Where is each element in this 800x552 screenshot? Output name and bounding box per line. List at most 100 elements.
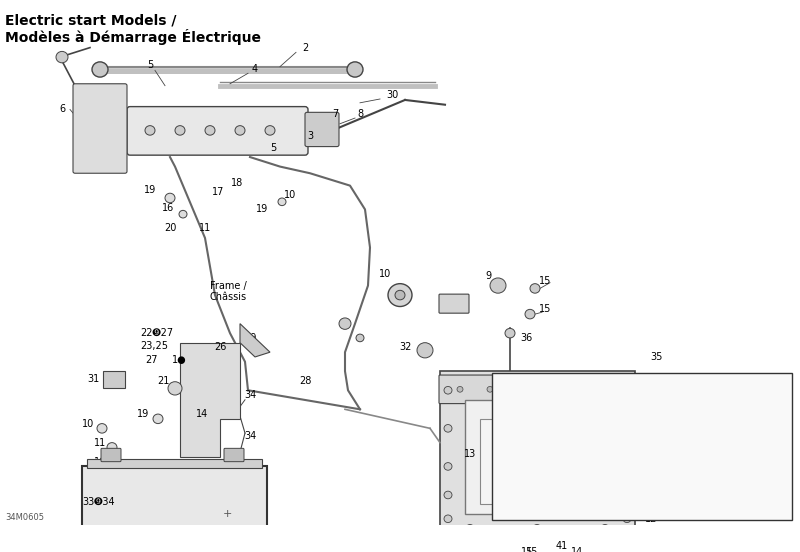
Circle shape [533,524,541,532]
Text: 15: 15 [539,304,551,314]
Circle shape [92,62,108,77]
Text: 40: 40 [731,444,743,454]
Circle shape [601,524,609,532]
FancyBboxPatch shape [127,107,308,155]
Text: 23,25: 23,25 [140,341,168,351]
Text: Fils de masse et de batterie: Fils de masse et de batterie [498,394,634,404]
Polygon shape [180,343,240,457]
Circle shape [205,126,215,135]
FancyBboxPatch shape [305,112,339,147]
Circle shape [457,386,463,392]
Circle shape [168,381,182,395]
Circle shape [444,515,452,523]
Circle shape [444,424,452,432]
Text: 5: 5 [147,60,153,70]
Text: 33➒34: 33➒34 [82,497,114,507]
Circle shape [278,198,286,205]
Text: 36: 36 [520,333,532,343]
FancyBboxPatch shape [439,294,469,313]
Text: 1●: 1● [172,355,186,365]
Text: 40: 40 [576,404,588,414]
Text: 19: 19 [144,185,156,195]
Circle shape [153,414,163,423]
Text: 39: 39 [718,463,730,473]
Bar [82,466,267,552]
Text: 39: 39 [546,417,558,428]
Circle shape [525,309,535,319]
Circle shape [265,126,275,135]
Text: 26: 26 [214,342,226,352]
Text: 29: 29 [244,333,256,343]
Text: 28: 28 [299,376,311,386]
Polygon shape [240,323,270,357]
Text: 11: 11 [199,224,211,233]
Text: 41: 41 [556,542,568,551]
Circle shape [339,318,351,330]
Text: 10: 10 [379,269,391,279]
Bar [465,400,610,514]
Text: 3: 3 [307,131,313,141]
Circle shape [466,524,474,532]
Text: 19: 19 [256,204,268,214]
FancyBboxPatch shape [224,448,244,461]
Text: 18: 18 [231,178,243,188]
Circle shape [530,284,540,293]
Text: Modèles à Démarrage Électrique: Modèles à Démarrage Électrique [5,29,261,45]
Circle shape [56,51,68,63]
Text: 14: 14 [196,409,208,419]
Text: 35: 35 [650,352,662,362]
Text: +: + [222,509,232,519]
Text: 15: 15 [526,547,538,552]
Circle shape [388,284,412,306]
Bar [480,419,595,505]
Bar [87,459,262,468]
Text: 11: 11 [94,438,106,448]
Circle shape [444,386,452,394]
Text: 35: 35 [600,376,612,386]
Text: 14: 14 [571,547,583,552]
Text: 15: 15 [539,276,551,286]
Circle shape [514,489,524,498]
Text: 22➒27: 22➒27 [140,328,173,338]
Circle shape [490,278,506,293]
FancyBboxPatch shape [73,84,127,173]
Text: 6: 6 [59,104,65,114]
Circle shape [710,461,718,469]
Text: 16: 16 [162,203,174,213]
Circle shape [235,126,245,135]
Text: 34: 34 [244,390,256,400]
Text: 4: 4 [252,63,258,73]
Text: 34M0605: 34M0605 [5,513,44,522]
FancyBboxPatch shape [439,375,561,404]
Circle shape [517,386,523,392]
Circle shape [395,290,405,300]
Circle shape [623,491,631,499]
Circle shape [541,424,549,432]
Circle shape [623,386,631,394]
Text: 19: 19 [137,409,149,419]
Circle shape [165,193,175,203]
Text: 5: 5 [270,144,276,153]
Bar [492,373,792,520]
Circle shape [623,424,631,432]
Text: 37,38: 37,38 [613,449,641,459]
Circle shape [107,443,117,452]
Text: 17: 17 [212,187,224,197]
Circle shape [623,463,631,470]
Circle shape [347,62,363,77]
Circle shape [487,386,493,392]
Circle shape [623,515,631,523]
Text: 2: 2 [302,43,308,52]
Text: 10: 10 [82,418,94,428]
Circle shape [417,343,433,358]
Circle shape [97,423,107,433]
Circle shape [145,126,155,135]
Circle shape [505,328,515,338]
Circle shape [444,491,452,499]
Text: 21: 21 [157,376,169,386]
Text: 20: 20 [164,224,176,233]
Bar [103,371,125,389]
Circle shape [179,210,187,218]
Circle shape [537,386,543,392]
Text: 8: 8 [357,109,363,119]
